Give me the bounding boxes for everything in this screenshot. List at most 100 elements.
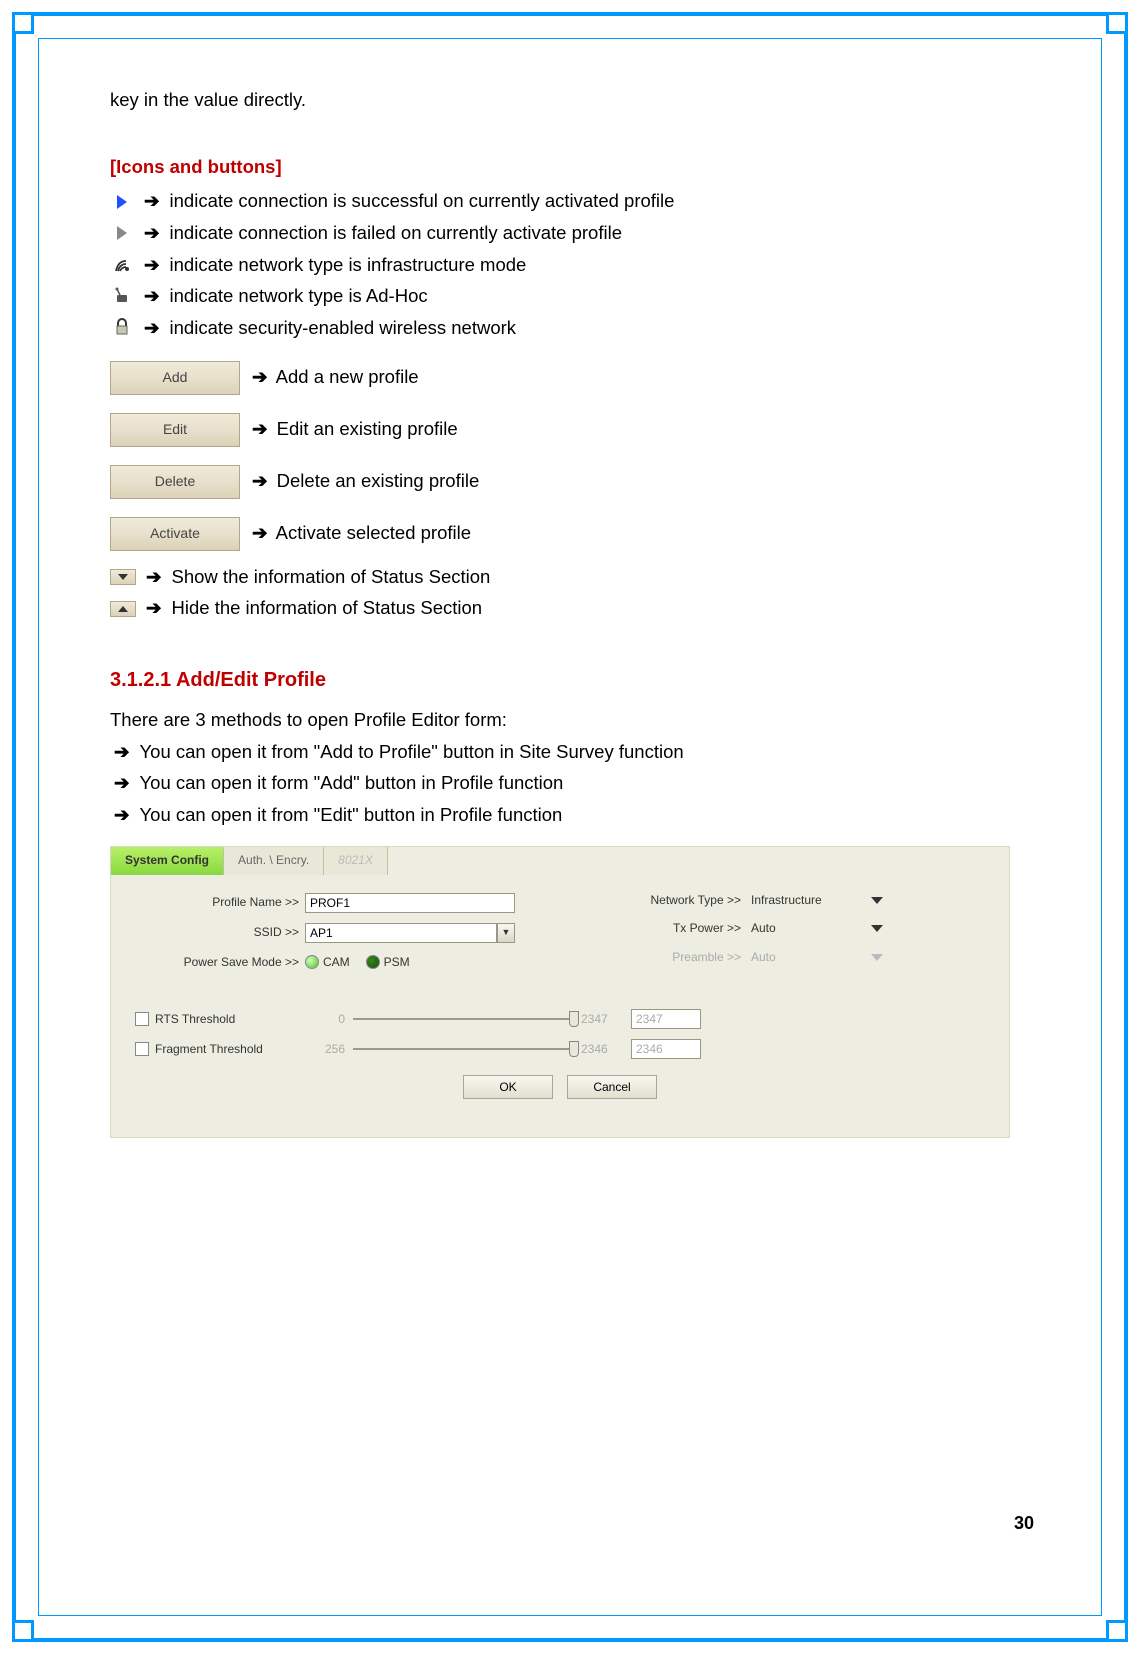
arrow-icon: ➔ (144, 314, 160, 343)
arrow-icon: ➔ (252, 415, 268, 444)
chevron-desc: Hide the information of Status Section (172, 594, 483, 623)
intro-text: key in the value directly. (110, 86, 1034, 115)
rts-label: RTS Threshold (155, 1010, 295, 1029)
play-blue-icon (110, 191, 134, 213)
network-type-dropdown-icon[interactable] (871, 897, 883, 904)
preamble-label: Preamble >> (631, 948, 751, 967)
icon-desc: indicate connection is failed on current… (170, 219, 622, 248)
frag-checkbox[interactable] (135, 1042, 149, 1056)
psm-opt-label: PSM (384, 953, 410, 972)
desc-text: Add a new profile (276, 366, 419, 387)
corner-bl (12, 1620, 34, 1642)
method-text: You can open it from "Edit" button in Pr… (140, 801, 563, 830)
method-2: ➔ You can open it form "Add" button in P… (110, 769, 1034, 798)
ssid-input[interactable] (305, 923, 497, 943)
section-heading: 3.1.2.1 Add/Edit Profile (110, 665, 1034, 696)
activate-button[interactable]: Activate (110, 517, 240, 551)
network-type-label: Network Type >> (631, 891, 751, 910)
chevron-show-row: ➔ Show the information of Status Section (110, 563, 1034, 592)
ssid-label: SSID >> (135, 923, 305, 942)
arrow-icon: ➔ (144, 219, 160, 248)
tab-system-config[interactable]: System Config (111, 847, 224, 875)
network-type-value: Infrastructure (751, 891, 861, 910)
preamble-dropdown-icon (871, 954, 883, 961)
infra-icon (110, 254, 134, 276)
page-content: key in the value directly. [Icons and bu… (110, 86, 1034, 1138)
button-row-activate: Activate ➔ Activate selected profile (110, 517, 1034, 551)
icon-desc: indicate network type is infrastructure … (170, 251, 527, 280)
tabs: System Config Auth. \ Encry. 8021X (111, 847, 1009, 875)
delete-button[interactable]: Delete (110, 465, 240, 499)
section-intro: There are 3 methods to open Profile Edit… (110, 706, 1034, 735)
arrow-icon: ➔ (146, 594, 162, 623)
chevron-up-button[interactable] (110, 601, 136, 617)
chevron-hide-row: ➔ Hide the information of Status Section (110, 594, 1034, 623)
arrow-icon: ➔ (252, 363, 268, 392)
edit-button[interactable]: Edit (110, 413, 240, 447)
psm-radio[interactable] (366, 955, 380, 969)
button-desc: ➔ Activate selected profile (248, 519, 471, 551)
desc-text: Edit an existing profile (277, 418, 458, 439)
profile-editor-screenshot: System Config Auth. \ Encry. 8021X Profi… (110, 846, 1010, 1138)
tx-power-dropdown-icon[interactable] (871, 925, 883, 932)
icons-heading: [Icons and buttons] (110, 153, 1034, 182)
tx-power-row: Tx Power >> Auto (631, 919, 991, 938)
arrow-icon: ➔ (146, 563, 162, 592)
profile-name-input[interactable] (305, 893, 515, 913)
cam-radio[interactable] (305, 955, 319, 969)
rts-min: 0 (295, 1010, 345, 1029)
icon-row-adhoc: ➔ indicate network type is Ad-Hoc (110, 282, 1034, 311)
frag-min: 256 (295, 1040, 345, 1059)
icon-desc: indicate network type is Ad-Hoc (170, 282, 428, 311)
method-text: You can open it from "Add to Profile" bu… (140, 738, 684, 767)
corner-br (1106, 1620, 1128, 1642)
method-1: ➔ You can open it from "Add to Profile" … (110, 738, 1034, 767)
icon-desc: indicate connection is successful on cur… (170, 187, 675, 216)
tx-power-value: Auto (751, 919, 861, 938)
arrow-icon: ➔ (114, 769, 130, 798)
profile-name-label: Profile Name >> (135, 893, 305, 912)
ssid-dropdown-icon[interactable]: ▼ (497, 923, 515, 943)
desc-text: Activate selected profile (276, 522, 471, 543)
chevron-down-button[interactable] (110, 569, 136, 585)
lock-icon (110, 317, 134, 339)
button-row-delete: Delete ➔ Delete an existing profile (110, 465, 1034, 499)
icon-row-infra: ➔ indicate network type is infrastructur… (110, 251, 1034, 280)
button-desc: ➔ Add a new profile (248, 363, 419, 395)
icon-desc: indicate security-enabled wireless netwo… (170, 314, 517, 343)
frag-max: 2346 (581, 1040, 631, 1059)
button-row-add: Add ➔ Add a new profile (110, 361, 1034, 395)
rts-checkbox[interactable] (135, 1012, 149, 1026)
arrow-icon: ➔ (252, 519, 268, 548)
preamble-row: Preamble >> Auto (631, 948, 991, 967)
network-type-row: Network Type >> Infrastructure (631, 891, 991, 910)
tab-8021x: 8021X (324, 847, 388, 875)
rts-value-input[interactable] (631, 1009, 701, 1029)
add-button[interactable]: Add (110, 361, 240, 395)
arrow-icon: ➔ (144, 251, 160, 280)
rts-slider[interactable] (353, 1018, 573, 1020)
corner-tl (12, 12, 34, 34)
arrow-icon: ➔ (144, 187, 160, 216)
button-desc: ➔ Edit an existing profile (248, 415, 458, 447)
rts-max: 2347 (581, 1010, 631, 1029)
button-row-edit: Edit ➔ Edit an existing profile (110, 413, 1034, 447)
cancel-button[interactable]: Cancel (567, 1075, 657, 1099)
frag-slider[interactable] (353, 1048, 573, 1050)
psm-label: Power Save Mode >> (135, 953, 305, 972)
frag-value-input[interactable] (631, 1039, 701, 1059)
dialog-buttons: OK Cancel (135, 1075, 985, 1099)
chevron-desc: Show the information of Status Section (172, 563, 491, 592)
ok-button[interactable]: OK (463, 1075, 553, 1099)
tab-auth-encry[interactable]: Auth. \ Encry. (224, 847, 324, 875)
icon-row-success: ➔ indicate connection is successful on c… (110, 187, 1034, 216)
preamble-value: Auto (751, 948, 861, 967)
method-text: You can open it form "Add" button in Pro… (140, 769, 564, 798)
play-gray-icon (110, 222, 134, 244)
rts-row: RTS Threshold 0 2347 (135, 1009, 985, 1029)
desc-text: Delete an existing profile (277, 470, 480, 491)
arrow-icon: ➔ (252, 467, 268, 496)
icon-row-secure: ➔ indicate security-enabled wireless net… (110, 314, 1034, 343)
frag-row: Fragment Threshold 256 2346 (135, 1039, 985, 1059)
right-column: Network Type >> Infrastructure Tx Power … (631, 891, 991, 977)
